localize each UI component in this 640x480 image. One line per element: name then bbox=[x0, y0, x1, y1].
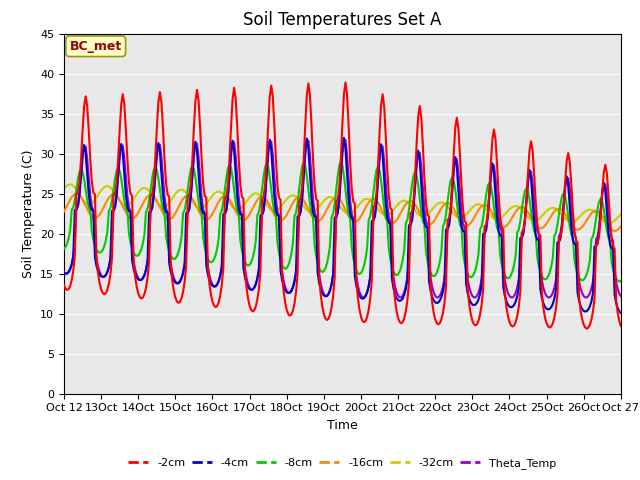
Title: Soil Temperatures Set A: Soil Temperatures Set A bbox=[243, 11, 442, 29]
Legend: -2cm, -4cm, -8cm, -16cm, -32cm, Theta_Temp: -2cm, -4cm, -8cm, -16cm, -32cm, Theta_Te… bbox=[124, 453, 561, 473]
X-axis label: Time: Time bbox=[327, 419, 358, 432]
Text: BC_met: BC_met bbox=[70, 40, 122, 53]
Y-axis label: Soil Temperature (C): Soil Temperature (C) bbox=[22, 149, 35, 278]
